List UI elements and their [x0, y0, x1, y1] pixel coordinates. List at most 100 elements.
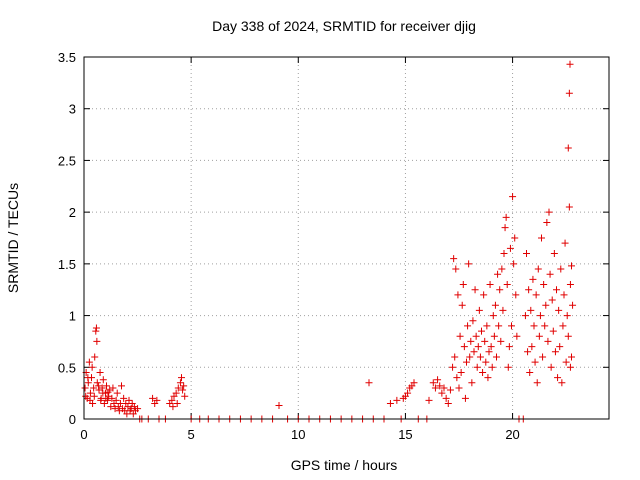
- data-point: [112, 396, 120, 404]
- data-point: [90, 392, 98, 400]
- data-point: [168, 396, 176, 404]
- data-point: [149, 394, 157, 402]
- chart-title: Day 338 of 2024, SRMTID for receiver dji…: [212, 18, 476, 34]
- data-point: [501, 224, 509, 232]
- x-tick-label: 0: [80, 427, 87, 442]
- data-point: [465, 260, 473, 268]
- data-point: [540, 281, 548, 289]
- data-point: [494, 270, 502, 278]
- data-point: [436, 382, 444, 390]
- data-point: [455, 384, 463, 392]
- data-point: [547, 363, 555, 371]
- data-point: [99, 389, 107, 397]
- data-point: [108, 394, 116, 402]
- data-point: [493, 353, 500, 361]
- data-point: [564, 332, 572, 340]
- data-point: [103, 382, 110, 390]
- data-point: [533, 379, 541, 387]
- data-point: [107, 403, 115, 411]
- data-point: [91, 353, 99, 361]
- data-point: [456, 332, 464, 340]
- data-point: [429, 379, 437, 387]
- data-point: [526, 368, 534, 376]
- data-point: [488, 363, 496, 371]
- data-point: [550, 250, 558, 258]
- data-point: [487, 343, 495, 351]
- data-point: [86, 396, 94, 404]
- data-point: [509, 193, 517, 201]
- data-point: [475, 306, 483, 314]
- data-point: [431, 384, 439, 392]
- data-point: [562, 358, 570, 366]
- data-point: [527, 306, 535, 314]
- data-point: [98, 384, 106, 392]
- data-point: [460, 343, 468, 351]
- data-point: [467, 337, 475, 345]
- data-point: [446, 386, 454, 394]
- x-tick-label: 15: [398, 427, 412, 442]
- data-point: [564, 144, 572, 152]
- data-point: [529, 275, 537, 283]
- data-point: [120, 394, 128, 402]
- data-point: [504, 363, 512, 371]
- data-point: [496, 286, 504, 294]
- data-point: [565, 203, 573, 211]
- data-point: [489, 312, 497, 320]
- data-point: [452, 265, 460, 273]
- data-point: [543, 218, 551, 226]
- data-point: [86, 389, 94, 397]
- data-point: [557, 265, 565, 273]
- y-tick-label: 1.5: [58, 257, 76, 272]
- data-point: [500, 250, 508, 258]
- data-point: [449, 363, 457, 371]
- data-point: [178, 374, 185, 382]
- data-point: [476, 353, 484, 361]
- data-point: [90, 384, 98, 392]
- ticks: [83, 56, 609, 420]
- data-point: [505, 343, 513, 351]
- x-axis-label: GPS time / hours: [291, 457, 398, 473]
- data-point: [466, 353, 474, 361]
- data-point: [545, 208, 553, 216]
- data-point: [530, 322, 538, 330]
- data-point: [484, 374, 492, 382]
- y-axis-label: SRMTID / TECUs: [5, 183, 21, 293]
- data-point: [566, 363, 574, 371]
- data-point: [538, 234, 545, 242]
- data-point: [153, 396, 161, 404]
- data-point: [92, 327, 100, 335]
- data-points: [81, 60, 577, 423]
- data-point: [553, 286, 560, 294]
- data-point: [85, 358, 93, 366]
- data-point: [463, 358, 470, 366]
- data-point: [485, 348, 493, 356]
- data-point: [84, 374, 92, 382]
- data-point: [469, 317, 477, 325]
- data-point: [464, 322, 472, 330]
- y-tick-label: 3: [69, 102, 76, 117]
- y-tick-label: 0.5: [58, 360, 76, 375]
- data-point: [442, 394, 450, 402]
- data-point: [565, 89, 573, 97]
- data-point: [497, 337, 505, 345]
- data-point: [99, 376, 107, 384]
- data-point: [499, 306, 507, 314]
- data-point: [450, 255, 458, 263]
- data-point: [470, 348, 478, 356]
- x-tick-label: 10: [291, 427, 305, 442]
- data-point: [181, 392, 189, 400]
- data-point: [536, 312, 544, 320]
- data-point: [560, 291, 568, 299]
- data-point: [569, 301, 577, 309]
- data-point: [440, 384, 448, 392]
- data-point: [88, 363, 96, 371]
- data-point: [503, 281, 511, 289]
- data-point: [551, 348, 559, 356]
- data-point: [525, 286, 533, 294]
- data-point: [473, 363, 481, 371]
- data-point: [179, 386, 187, 394]
- data-point: [97, 396, 105, 404]
- data-point: [554, 374, 562, 382]
- data-point: [393, 396, 401, 404]
- data-point: [109, 384, 117, 392]
